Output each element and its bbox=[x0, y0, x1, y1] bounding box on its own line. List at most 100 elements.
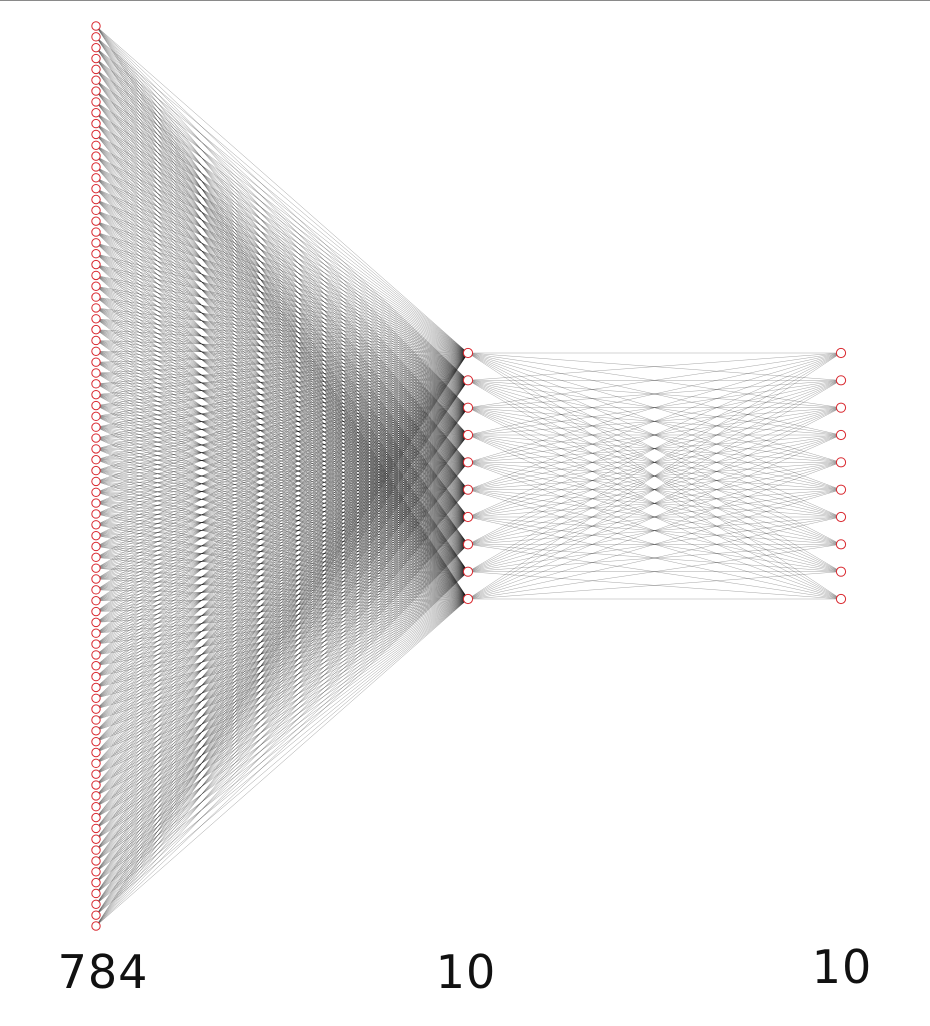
neuron-layer0-30 bbox=[91, 346, 101, 357]
neuron-layer0-56 bbox=[91, 628, 101, 638]
neuron-layer0-25 bbox=[91, 292, 101, 302]
neuron-layer0-71 bbox=[91, 791, 101, 801]
neuron-layer0-21 bbox=[91, 249, 101, 259]
neuron-layer0-39 bbox=[91, 444, 101, 454]
neuron-layer1-6 bbox=[462, 511, 474, 523]
neuron-layer0-43 bbox=[91, 487, 101, 497]
neuron-layer1-1 bbox=[462, 375, 474, 386]
neuron-layer0-34 bbox=[91, 389, 101, 400]
neuron-layer1-5 bbox=[462, 484, 474, 495]
neuron-layer0-45 bbox=[91, 509, 101, 519]
neuron-layer0-9 bbox=[91, 118, 101, 129]
neuron-layer2-7 bbox=[835, 539, 847, 550]
neuron-layer0-51 bbox=[91, 574, 101, 584]
neuron-layer0-29 bbox=[91, 335, 101, 346]
neuron-layer0-82 bbox=[91, 910, 101, 920]
neuron-layer0-23 bbox=[91, 270, 101, 281]
neuron-layer0-7 bbox=[91, 97, 101, 107]
connections-group bbox=[95, 25, 842, 927]
neuron-layer2-0 bbox=[835, 347, 847, 359]
neuron-layer0-75 bbox=[91, 834, 101, 844]
neuron-layer0-64 bbox=[91, 715, 101, 725]
neuron-layer1-2 bbox=[462, 402, 474, 413]
neuron-layer0-12 bbox=[91, 151, 101, 161]
neuron-layer0-81 bbox=[91, 899, 101, 910]
neuron-layer0-53 bbox=[91, 595, 101, 606]
neuron-layer0-66 bbox=[91, 736, 101, 747]
neuron-layer0-35 bbox=[91, 400, 101, 411]
neuron-layer0-50 bbox=[91, 563, 101, 573]
neuron-layer0-65 bbox=[91, 726, 101, 736]
neuron-layer0-67 bbox=[91, 747, 101, 758]
connections-layer-0-to-1 bbox=[95, 25, 469, 927]
neuron-layer0-26 bbox=[91, 303, 101, 313]
neuron-layer0-42 bbox=[91, 476, 101, 487]
neuron-layer0-57 bbox=[91, 639, 101, 649]
neuron-layer1-9 bbox=[462, 593, 474, 605]
neuron-layer0-1 bbox=[91, 32, 101, 42]
neuron-layer1-7 bbox=[462, 539, 474, 550]
neuron-layer1-4 bbox=[462, 457, 474, 468]
neuron-layer0-80 bbox=[91, 888, 101, 899]
neuron-layer2-8 bbox=[835, 566, 847, 577]
neuron-layer0-68 bbox=[91, 758, 101, 769]
neuron-layer2-9 bbox=[835, 593, 847, 605]
layer-label-input: 784 bbox=[57, 945, 149, 999]
neuron-layer2-3 bbox=[835, 429, 847, 441]
neuron-layer0-73 bbox=[91, 812, 101, 823]
neuron-layer0-55 bbox=[91, 617, 101, 628]
neuron-layer0-14 bbox=[91, 173, 101, 183]
neuron-layer0-54 bbox=[91, 606, 101, 617]
neuron-layer0-0 bbox=[91, 21, 101, 31]
connections-layer-1-to-2 bbox=[467, 352, 842, 600]
neuron-layer0-60 bbox=[91, 671, 101, 682]
neuron-layer0-13 bbox=[91, 162, 101, 172]
layer-label-hidden: 10 bbox=[435, 945, 497, 999]
neuron-layer0-72 bbox=[91, 802, 101, 812]
neuron-layer1-3 bbox=[462, 429, 474, 441]
neuron-layer0-78 bbox=[91, 867, 101, 877]
neuron-layer0-3 bbox=[91, 53, 101, 64]
neuron-layer0-5 bbox=[91, 75, 101, 85]
neuron-layer0-41 bbox=[91, 465, 101, 476]
neuron-layer0-40 bbox=[91, 455, 101, 465]
neuron-layer0-62 bbox=[91, 693, 101, 703]
neuron-layer0-77 bbox=[91, 856, 101, 866]
neuron-layer0-69 bbox=[91, 769, 101, 779]
neuron-layer0-37 bbox=[91, 422, 101, 432]
neuron-layer0-36 bbox=[91, 411, 101, 422]
neuron-layer0-79 bbox=[91, 877, 101, 888]
neuron-layer0-58 bbox=[91, 650, 101, 660]
neuron-layer0-22 bbox=[91, 259, 101, 270]
neuron-layer0-38 bbox=[91, 433, 101, 443]
neuron-layer0-83 bbox=[91, 921, 101, 931]
neuron-layer2-2 bbox=[835, 402, 847, 413]
neuron-layer0-16 bbox=[91, 194, 101, 205]
neuron-layer0-8 bbox=[91, 108, 101, 118]
neuron-layer0-20 bbox=[91, 238, 101, 248]
neuron-layer0-44 bbox=[91, 498, 101, 508]
neuron-layer2-1 bbox=[835, 375, 847, 386]
neuron-layer0-49 bbox=[91, 552, 101, 563]
neuron-layer2-4 bbox=[835, 457, 847, 468]
neuron-layer0-31 bbox=[91, 357, 101, 367]
neuron-layer0-24 bbox=[91, 281, 101, 291]
neuron-layer0-2 bbox=[91, 42, 101, 53]
neuron-layer1-8 bbox=[462, 566, 474, 577]
neuron-layer0-19 bbox=[91, 227, 101, 237]
neuron-layer0-28 bbox=[91, 324, 101, 335]
neuron-layer0-32 bbox=[91, 368, 101, 378]
neuron-layer0-6 bbox=[91, 86, 101, 96]
top-border bbox=[0, 0, 930, 1]
neuron-layer0-76 bbox=[91, 845, 101, 855]
neuron-layer0-63 bbox=[91, 704, 101, 714]
neuron-layer2-6 bbox=[835, 511, 847, 523]
neurons-group bbox=[91, 21, 847, 931]
neuron-layer0-52 bbox=[91, 585, 101, 595]
neuron-layer0-15 bbox=[91, 183, 101, 194]
neuron-layer0-74 bbox=[91, 823, 101, 834]
neuron-layer0-18 bbox=[91, 216, 101, 226]
neuron-layer0-47 bbox=[91, 530, 101, 541]
neuron-layer0-17 bbox=[91, 205, 101, 216]
neuron-layer1-0 bbox=[462, 347, 474, 359]
